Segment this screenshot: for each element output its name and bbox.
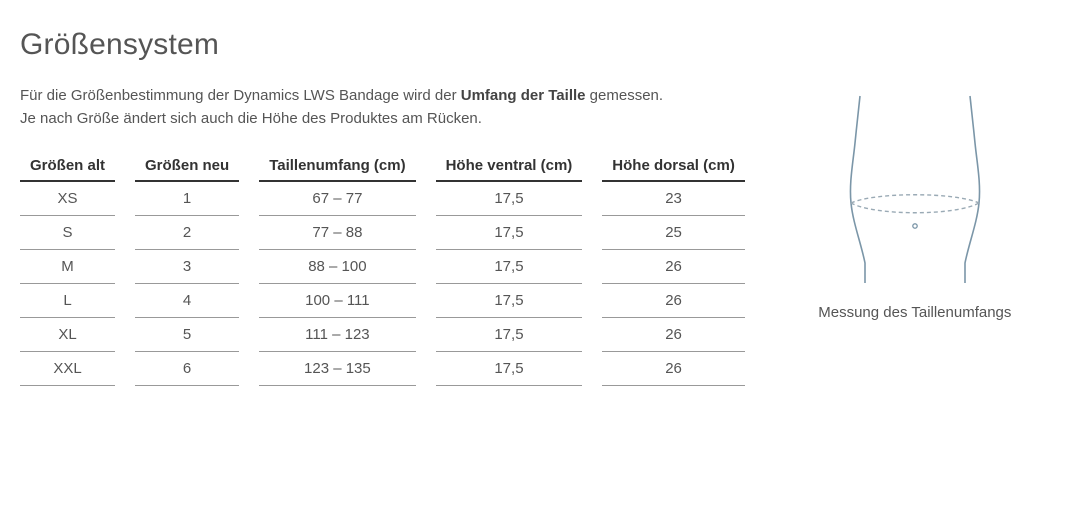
cell: 17,5: [436, 215, 583, 249]
cell: 3: [135, 249, 239, 283]
intro-bold: Umfang der Taille: [461, 87, 586, 104]
cell: 6: [135, 351, 239, 385]
col-taillenumfang: Taillenumfang (cm): [259, 157, 415, 181]
col-groessen-alt: Größen alt: [20, 157, 115, 181]
figure-caption: Messung des Taillenumfangs: [818, 304, 1011, 321]
cell: 1: [135, 181, 239, 216]
table-row: L 4 100 – 111 17,5 26: [20, 283, 745, 317]
cell: XL: [20, 317, 115, 351]
cell: 17,5: [436, 351, 583, 385]
cell: 25: [602, 215, 745, 249]
table-header-row: Größen alt Größen neu Taillenumfang (cm)…: [20, 157, 745, 181]
cell: 77 – 88: [259, 215, 415, 249]
cell: 67 – 77: [259, 181, 415, 216]
cell: L: [20, 283, 115, 317]
cell: XXL: [20, 351, 115, 385]
cell: 111 – 123: [259, 317, 415, 351]
waist-measurement-icon: [825, 88, 1005, 288]
cell: 26: [602, 249, 745, 283]
col-groessen-neu: Größen neu: [135, 157, 239, 181]
cell: 17,5: [436, 283, 583, 317]
table-row: XS 1 67 – 77 17,5 23: [20, 181, 745, 216]
cell: 26: [602, 351, 745, 385]
page-title: Größensystem: [20, 28, 745, 62]
table-row: S 2 77 – 88 17,5 25: [20, 215, 745, 249]
cell: 123 – 135: [259, 351, 415, 385]
col-hoehe-dorsal: Höhe dorsal (cm): [602, 157, 745, 181]
table-row: M 3 88 – 100 17,5 26: [20, 249, 745, 283]
table-row: XXL 6 123 – 135 17,5 26: [20, 351, 745, 385]
col-hoehe-ventral: Höhe ventral (cm): [436, 157, 583, 181]
cell: XS: [20, 181, 115, 216]
cell: 17,5: [436, 249, 583, 283]
intro-line1a: Für die Größenbestimmung der Dynamics LW…: [20, 87, 461, 104]
cell: 5: [135, 317, 239, 351]
cell: 4: [135, 283, 239, 317]
table-row: XL 5 111 – 123 17,5 26: [20, 317, 745, 351]
cell: 26: [602, 317, 745, 351]
size-table: Größen alt Größen neu Taillenumfang (cm)…: [20, 157, 745, 386]
intro-text: Für die Größenbestimmung der Dynamics LW…: [20, 84, 745, 131]
cell: 26: [602, 283, 745, 317]
table-body: XS 1 67 – 77 17,5 23 S 2 77 – 88 17,5 25…: [20, 181, 745, 386]
cell: 100 – 111: [259, 283, 415, 317]
intro-line1c: gemessen.: [586, 87, 664, 104]
cell: 2: [135, 215, 239, 249]
cell: 88 – 100: [259, 249, 415, 283]
intro-line2: Je nach Größe ändert sich auch die Höhe …: [20, 110, 482, 127]
cell: 17,5: [436, 181, 583, 216]
cell: 17,5: [436, 317, 583, 351]
cell: 23: [602, 181, 745, 216]
cell: S: [20, 215, 115, 249]
cell: M: [20, 249, 115, 283]
